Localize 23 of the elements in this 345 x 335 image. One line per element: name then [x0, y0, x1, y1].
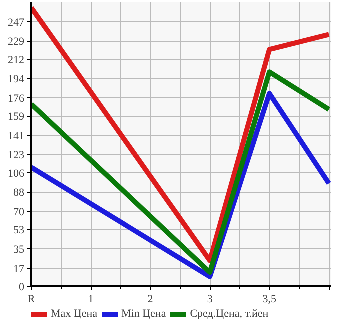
x-tick-label: 3,5 [262, 294, 277, 306]
y-tick-label: 0 [19, 282, 25, 294]
legend-label: Сред.Цена, т.йен [190, 308, 269, 320]
y-tick-label: 194 [8, 74, 25, 86]
y-tick-label: 176 [8, 92, 25, 105]
y-tick-label: 17 [14, 263, 25, 276]
x-tick-label: 2 [148, 294, 154, 306]
y-tick-label: 123 [8, 150, 25, 162]
y-tick-label: 159 [8, 111, 25, 124]
x-tick-label: 3 [207, 294, 214, 306]
y-tick-label: 247 [8, 16, 25, 29]
legend-label: Max Цена [51, 308, 98, 320]
y-tick-label: 106 [8, 168, 25, 180]
y-tick-label: 229 [8, 36, 25, 48]
y-tick-label: 141 [8, 130, 24, 142]
y-tick-label: 35 [14, 244, 25, 256]
y-tick-label: 70 [14, 206, 25, 218]
y-tick-label: 212 [8, 54, 24, 66]
y-tick-label: 53 [14, 224, 25, 237]
y-tick-label: 88 [14, 187, 25, 200]
legend-label: Min Цена [122, 308, 166, 320]
x-tick-label: 1 [88, 294, 94, 306]
x-tick-label: R [28, 294, 36, 306]
